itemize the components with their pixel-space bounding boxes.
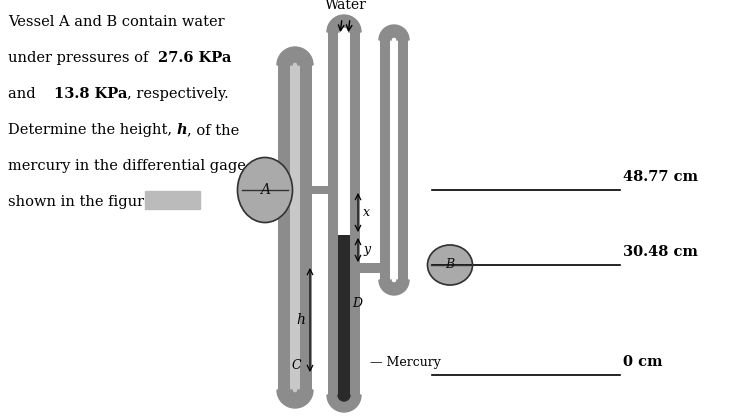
Text: under pressures of: under pressures of: [8, 51, 157, 65]
Bar: [338, 235, 350, 395]
Wedge shape: [277, 47, 313, 65]
Bar: [398, 40, 408, 280]
Text: 27.6 KPa: 27.6 KPa: [157, 51, 231, 65]
Wedge shape: [290, 60, 300, 65]
Wedge shape: [327, 15, 361, 32]
Text: 48.77 cm: 48.77 cm: [623, 170, 698, 184]
Text: B: B: [445, 259, 455, 271]
Text: and: and: [8, 87, 54, 101]
Wedge shape: [277, 390, 313, 408]
Bar: [312, 186, 328, 194]
Text: h: h: [296, 313, 305, 327]
Wedge shape: [379, 280, 409, 295]
Bar: [145, 191, 200, 209]
Bar: [380, 40, 390, 280]
Ellipse shape: [427, 245, 472, 285]
Bar: [313, 188, 328, 192]
Text: mercury in the differential gage: mercury in the differential gage: [8, 159, 246, 173]
Bar: [361, 265, 380, 271]
Text: , respectively.: , respectively.: [128, 87, 229, 101]
Text: — Mercury: — Mercury: [370, 356, 441, 369]
Ellipse shape: [238, 158, 292, 223]
Text: shown in the figure.: shown in the figure.: [8, 195, 157, 209]
Text: 13.8 KPa: 13.8 KPa: [54, 87, 128, 101]
Text: 0 cm: 0 cm: [623, 355, 663, 369]
Text: Vessel A and B contain water: Vessel A and B contain water: [8, 15, 225, 29]
Text: D: D: [352, 297, 362, 310]
Text: Water: Water: [325, 0, 367, 12]
Text: A: A: [260, 183, 270, 197]
Bar: [290, 65, 300, 390]
Bar: [328, 32, 338, 395]
Text: C: C: [292, 359, 302, 372]
Text: y: y: [363, 244, 370, 256]
Text: 30.48 cm: 30.48 cm: [623, 245, 698, 259]
Text: x: x: [363, 206, 370, 219]
Wedge shape: [327, 395, 361, 412]
Bar: [360, 263, 380, 273]
Bar: [300, 65, 312, 390]
Wedge shape: [338, 395, 350, 401]
Bar: [278, 65, 290, 390]
Text: h: h: [176, 123, 187, 137]
Text: , of the: , of the: [187, 123, 240, 137]
Wedge shape: [290, 390, 300, 395]
Bar: [350, 32, 360, 395]
Text: Determine the height,: Determine the height,: [8, 123, 176, 137]
Wedge shape: [379, 25, 409, 40]
